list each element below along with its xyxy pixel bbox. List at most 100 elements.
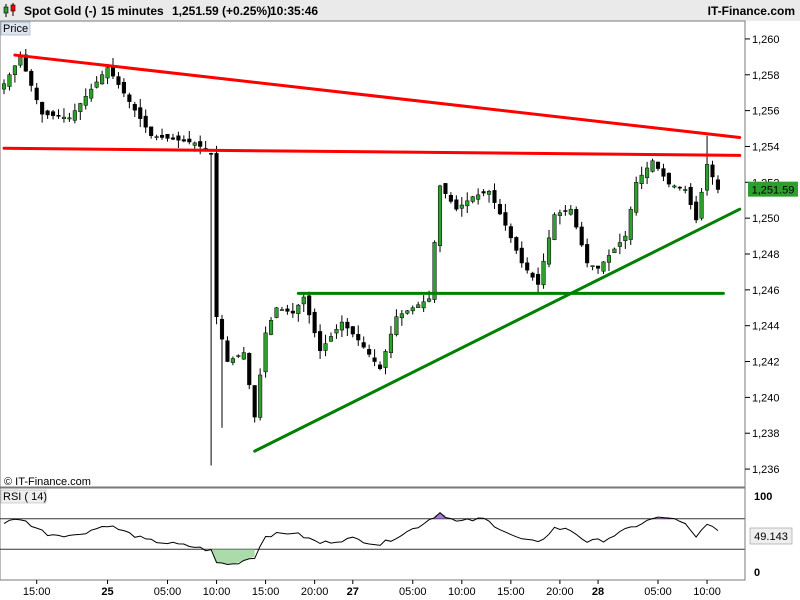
last-price-value: 1,251.59 <box>752 185 795 197</box>
timestamp-label: 10:35:46 <box>270 4 318 18</box>
candle <box>508 223 513 243</box>
price-tick-label: 1,242 <box>752 357 780 369</box>
rsi-line <box>3 512 719 566</box>
candle <box>454 195 459 212</box>
candle <box>606 249 612 271</box>
candle <box>372 349 377 367</box>
x-tick-label: 10:00 <box>448 586 476 598</box>
candle <box>710 160 715 185</box>
candle <box>318 324 323 359</box>
candle <box>61 108 67 123</box>
candle <box>56 109 61 119</box>
x-tick-label: 15:00 <box>23 586 51 598</box>
candle <box>405 309 410 315</box>
candle <box>241 346 246 360</box>
candle <box>677 186 682 191</box>
candle <box>78 102 83 120</box>
candle <box>301 292 306 313</box>
candle <box>552 212 557 241</box>
candle <box>514 236 519 254</box>
x-tick-label: 10:00 <box>203 586 231 598</box>
candle <box>443 183 448 199</box>
candle <box>274 307 279 319</box>
candle <box>269 317 274 336</box>
x-tick-label: 05:00 <box>644 586 672 598</box>
candle <box>416 301 421 308</box>
rsi-fills <box>205 512 669 565</box>
candle <box>459 197 464 217</box>
candle <box>497 198 502 216</box>
candle <box>94 76 99 89</box>
candle <box>448 192 453 204</box>
price-tick-label: 1,254 <box>752 141 780 153</box>
candle <box>7 72 12 91</box>
candle <box>12 65 17 83</box>
candle <box>263 326 268 378</box>
price-tick-label: 1,240 <box>752 392 780 404</box>
candle <box>143 109 148 133</box>
rsi-tick-label: 100 <box>754 491 772 503</box>
watermark: © IT-Finance.com <box>4 476 91 488</box>
candle <box>181 135 186 143</box>
price-tick-label: 1,260 <box>752 34 780 46</box>
last-price-tag: 1,251.59 <box>748 181 798 197</box>
candle <box>536 267 541 293</box>
price-tick-label: 1,236 <box>752 464 780 476</box>
candle <box>590 265 595 271</box>
candle <box>230 356 235 366</box>
candle <box>530 271 535 281</box>
x-tick-label: 15:00 <box>252 586 280 598</box>
candle <box>160 128 165 140</box>
candle <box>285 304 290 315</box>
candle <box>699 187 704 221</box>
candle <box>568 205 573 216</box>
candle <box>541 253 546 289</box>
rsi-line-group <box>3 512 719 566</box>
trendline-upper-resistance <box>13 53 742 139</box>
candle <box>176 131 181 149</box>
candle <box>45 109 50 119</box>
candle <box>672 184 677 189</box>
price-tick-label: 1,250 <box>752 213 780 225</box>
candle <box>563 205 568 216</box>
candle <box>296 304 301 322</box>
candle <box>661 163 666 182</box>
candle <box>399 310 404 326</box>
candle <box>437 184 443 253</box>
candle <box>557 209 562 225</box>
candle <box>247 352 252 390</box>
candle <box>40 101 45 123</box>
candle <box>519 241 524 268</box>
candle <box>187 130 192 145</box>
instrument-name: Spot Gold (-) <box>24 4 97 18</box>
candle <box>72 103 77 124</box>
x-tick-label: 15:00 <box>497 586 525 598</box>
candle <box>105 63 110 85</box>
candle <box>650 158 655 173</box>
candle <box>623 230 628 249</box>
rsi-panel-title: RSI ( 14) <box>3 491 47 503</box>
interval-label: 15 minutes <box>101 4 164 18</box>
candle <box>356 325 361 346</box>
candle <box>367 344 372 358</box>
candle <box>688 183 693 210</box>
candle <box>170 133 175 141</box>
candle <box>683 185 688 194</box>
x-tick-label: 28 <box>592 586 604 598</box>
x-tick-label: 20:00 <box>546 586 574 598</box>
x-tick-label: 27 <box>347 586 359 598</box>
trendline-horizontal-resistance <box>2 146 742 157</box>
candle <box>236 354 241 358</box>
candle <box>705 135 710 196</box>
rsi-last-value: 49.143 <box>754 531 788 543</box>
candle <box>476 188 481 205</box>
price-panel <box>0 20 746 488</box>
candle <box>645 161 650 185</box>
candle <box>290 302 295 318</box>
brand-label: IT-Finance.com <box>708 4 795 18</box>
rsi-panel-tag <box>0 489 47 504</box>
candle <box>258 368 263 421</box>
candle <box>617 233 622 255</box>
candle <box>378 361 383 371</box>
candle <box>601 261 606 274</box>
